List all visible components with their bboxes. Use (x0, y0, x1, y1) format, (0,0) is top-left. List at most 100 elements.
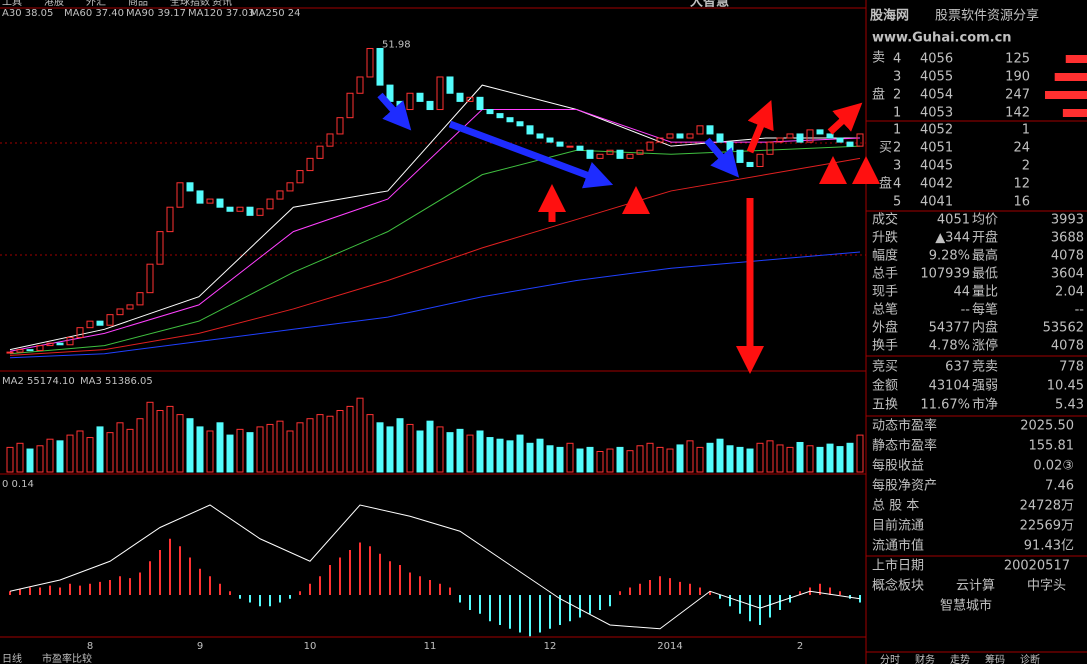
ma-line (9, 157, 861, 356)
bottom-tab[interactable]: 财务 (915, 653, 935, 664)
volume-bar (836, 446, 844, 473)
x-tick-label: 2 (797, 641, 803, 652)
stat-value: 5.43 (1055, 398, 1084, 413)
volume-bar (676, 444, 684, 473)
volume-label: MA3 51386.05 (80, 376, 153, 387)
volume-bar (346, 405, 354, 473)
stat-label: 内盘 (972, 320, 998, 336)
book-level: 3 (893, 159, 901, 174)
volume-bar (196, 426, 204, 473)
candle (336, 117, 344, 135)
stat-label: 竞买 (872, 359, 898, 375)
volume-bar (156, 410, 164, 473)
candle (776, 137, 784, 143)
candle (626, 153, 634, 159)
candle (96, 320, 104, 326)
candle (196, 190, 204, 204)
stat-value: 3993 (1051, 213, 1084, 228)
volume-bar (476, 430, 484, 473)
candle (396, 100, 404, 111)
stat-value: -- (1075, 303, 1085, 318)
volume-bar (376, 422, 384, 473)
book-volume: 247 (1005, 88, 1030, 103)
candle (46, 342, 54, 347)
candle (656, 137, 664, 143)
volume-bar (626, 450, 634, 473)
book-price: 4053 (920, 106, 953, 121)
candle (616, 149, 624, 159)
stat-value: 54377 (929, 321, 970, 336)
volume-bar (416, 430, 424, 473)
bottom-tab[interactable]: 筹码 (985, 653, 1005, 664)
volume-bar (426, 420, 434, 473)
stat-value: 9.28% (929, 249, 970, 264)
book-bar (1045, 91, 1087, 99)
candle (806, 129, 814, 143)
stat-value: 3688 (1051, 231, 1084, 246)
bottom-tab[interactable]: 走势 (950, 653, 970, 664)
candle (576, 145, 584, 151)
candle (156, 231, 164, 265)
book-title: 盘 (879, 176, 892, 192)
volume-bar (596, 451, 604, 473)
candle (216, 198, 224, 208)
candle (796, 133, 804, 143)
volume-bar (116, 422, 124, 473)
candle (406, 92, 414, 111)
candle (726, 141, 734, 151)
bottom-tab[interactable]: 分时 (880, 654, 900, 664)
candle (316, 145, 324, 159)
candle (816, 129, 824, 135)
volume-bar (396, 418, 404, 473)
fund-label: 动态市盈率 (872, 418, 937, 434)
volume-bar (76, 430, 84, 473)
ma-label: A30 38.05 (2, 8, 53, 19)
stat-label: 竞卖 (972, 359, 998, 375)
candle (146, 263, 154, 294)
candle (826, 133, 834, 139)
candle (166, 206, 174, 233)
ma-label: MA90 39.17 (126, 8, 186, 19)
candle (286, 182, 294, 192)
stat-label: 市净 (972, 397, 998, 413)
volume-bar (746, 448, 754, 473)
candle (206, 198, 214, 204)
stat-value: 53562 (1043, 321, 1084, 336)
book-price: 4056 (920, 52, 953, 67)
bottom-tab[interactable]: 诊断 (1020, 653, 1040, 664)
stat-value: 43104 (929, 379, 970, 394)
volume-bar (326, 415, 334, 473)
volume-bar (546, 445, 554, 473)
x-tick-label: 2014 (657, 641, 682, 652)
candle (366, 47, 374, 78)
candle (856, 133, 864, 147)
book-volume: 2 (1022, 159, 1030, 174)
book-price: 4054 (920, 88, 953, 103)
book-level: 5 (893, 195, 901, 210)
ma-line (9, 251, 861, 359)
volume-bar (46, 438, 54, 473)
book-volume: 24 (1013, 141, 1030, 156)
book-level: 1 (893, 123, 901, 138)
volume-bar (406, 423, 414, 473)
candle (706, 125, 714, 135)
stat-label: 总手 (872, 267, 898, 282)
volume-bar (106, 432, 114, 473)
volume-bar (566, 442, 574, 473)
candle (16, 349, 24, 353)
book-volume: 190 (1005, 70, 1030, 85)
volume-bar (736, 446, 744, 473)
candle (516, 121, 524, 127)
stat-label: 最高 (972, 248, 998, 264)
stat-value: 10.45 (1047, 379, 1084, 394)
candle (186, 182, 194, 192)
candle (436, 76, 444, 111)
volume-bar (856, 434, 864, 473)
x-tick-label: 9 (197, 641, 203, 652)
ma-label: MA250 24 (250, 8, 300, 19)
candle (636, 149, 644, 155)
fund-value: 2025.50 (1020, 419, 1074, 434)
book-price: 4045 (920, 159, 953, 174)
volume-bar (306, 418, 314, 473)
